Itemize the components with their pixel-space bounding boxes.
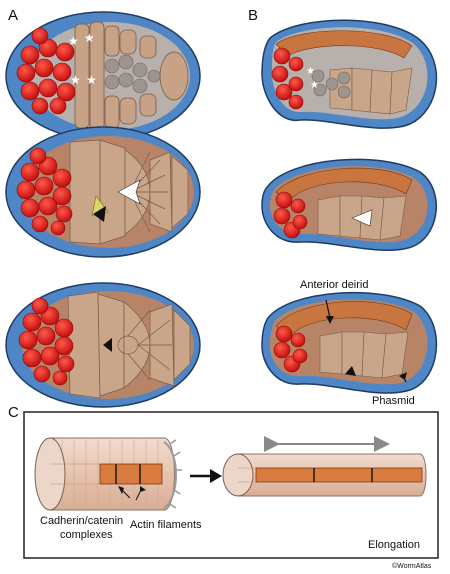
label-elongation: Elongation	[368, 539, 420, 551]
svg-text:★: ★	[86, 73, 97, 87]
panel-b-embryo-1: ★★	[262, 20, 436, 128]
svg-text:★: ★	[70, 73, 81, 87]
credit-text: ©WormAtlas	[392, 562, 432, 570]
panel-label-a: A	[8, 7, 18, 24]
svg-text:★: ★	[68, 34, 79, 48]
label-complexes: complexes	[60, 529, 113, 541]
short-cylinder	[35, 438, 182, 510]
panel-a-embryo-2	[6, 127, 200, 257]
label-actin-filaments: Actin filaments	[130, 519, 202, 531]
panel-b-embryo-3	[262, 293, 436, 393]
panel-a-embryo-3	[6, 283, 200, 407]
label-phasmid: Phasmid	[372, 395, 415, 407]
svg-text:★: ★	[306, 66, 315, 77]
label-cadherin: Cadherin/catenin	[40, 515, 123, 527]
label-anterior-deirid: Anterior deirid	[300, 279, 368, 291]
svg-text:★: ★	[84, 31, 95, 45]
svg-text:★: ★	[310, 80, 319, 91]
panel-label-b: B	[248, 7, 258, 24]
panel-b-embryo-2	[262, 159, 436, 250]
panel-label-c: C	[8, 404, 19, 421]
panel-a-embryo-1: ★ ★ ★ ★	[6, 12, 200, 140]
